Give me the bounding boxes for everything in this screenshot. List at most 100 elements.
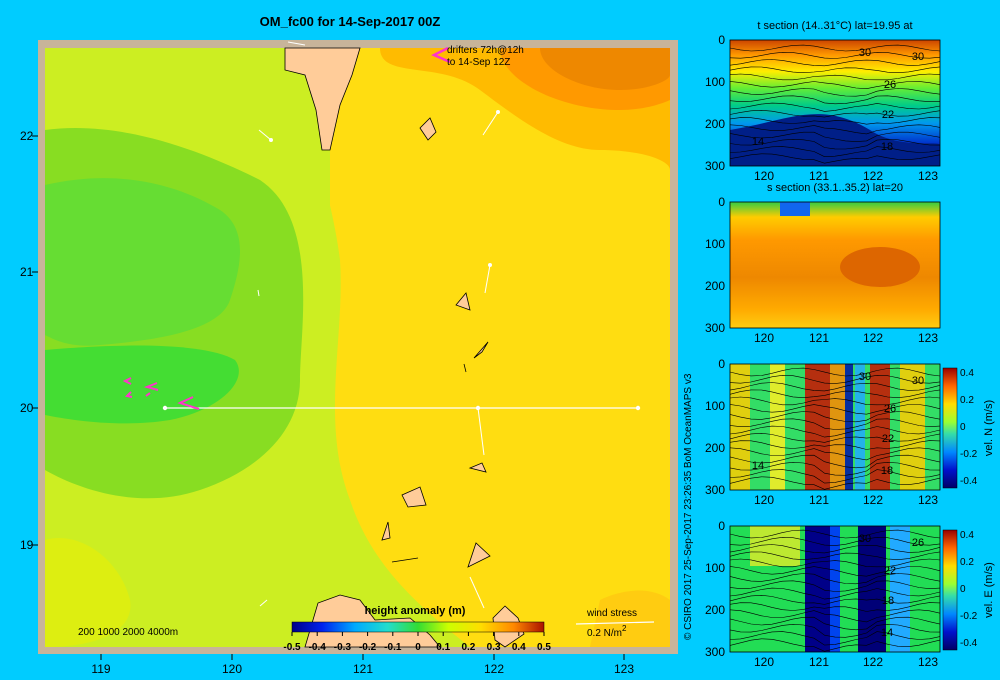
colorbar-ticks: -0.5 -0.4 -0.3 -0.2 -0.1 0 0.1 0.2 0.3 0.4 0.5 <box>283 632 551 653</box>
panel-lon-tick: 122 <box>863 169 883 183</box>
velocity-colorbar-tick: 0.2 <box>960 557 974 568</box>
map-x-tick-label: 122 <box>484 662 504 676</box>
panel-depth-tick: 100 <box>705 75 725 89</box>
main-title: OM_fc00 for 14-Sep-2017 00Z <box>260 14 441 29</box>
velocity-colorbar-tick: 0.4 <box>960 368 974 379</box>
map-y-tick-label: 21 <box>20 265 34 279</box>
contour-line <box>729 580 941 592</box>
fresh-surface-patch <box>780 202 810 216</box>
contour-line <box>729 389 941 399</box>
velocity-band <box>730 364 750 490</box>
wind-stress-arrows <box>257 41 500 609</box>
velocity-colorbar-tick: 0 <box>960 584 966 595</box>
contour-line <box>729 566 941 577</box>
panel-lon-tick: 121 <box>809 655 829 669</box>
contour-line <box>729 609 941 623</box>
wind-scale-label: 0.2 N/m2 <box>587 624 627 639</box>
panel-lon-tick: 120 <box>754 169 774 183</box>
contour-line <box>729 138 941 150</box>
colorbar-tick-label: 0.5 <box>537 642 551 653</box>
contour-line <box>729 109 941 118</box>
map-y-tick-label: 22 <box>20 129 34 143</box>
contour-line <box>729 124 941 135</box>
panel-depth-tick: 200 <box>705 603 725 617</box>
section-panel: s section (33.1..35.2) lat=20 0 100 200 300 1… <box>705 182 941 345</box>
contour-line <box>729 469 941 484</box>
panel-lon-tick: 121 <box>809 493 829 507</box>
velocity-band <box>830 526 840 652</box>
depth-legend: 200 1000 2000 4000m <box>78 627 178 638</box>
panel-depth-tick: 300 <box>705 645 725 659</box>
contour-label: 30 <box>859 533 871 545</box>
colorbar-tick-label: -0.1 <box>384 642 402 653</box>
contour-label: 22 <box>884 565 896 577</box>
velocity-colorbar-tick: -0.2 <box>960 449 978 460</box>
velocity-band <box>890 526 910 652</box>
contour-line <box>729 382 941 392</box>
contour-line <box>729 367 941 377</box>
panel-lon-tick: 120 <box>754 655 774 669</box>
panel-depth-tick: 200 <box>705 279 725 293</box>
panel-lon-tick: 120 <box>754 493 774 507</box>
contour-line <box>729 146 941 158</box>
contour-line <box>729 587 941 600</box>
map-y-ticks: 22 21 20 19 <box>20 129 38 552</box>
deep-cold-water <box>730 114 940 166</box>
drifters-label: drifters 72h@12h <box>447 45 524 56</box>
contour-label: 26 <box>884 403 896 415</box>
contour-label: 18 <box>882 595 894 607</box>
contour-line <box>729 425 941 438</box>
drifters-time: to 14-Sep 12Z <box>447 57 510 68</box>
colorbar-tick-label: 0 <box>415 642 421 653</box>
panel-lon-tick: 121 <box>809 169 829 183</box>
drifter-tracks <box>122 46 451 410</box>
contour-label: 30 <box>912 375 924 387</box>
contour-line <box>729 447 941 461</box>
panel-depth-tick: 0 <box>718 195 725 209</box>
contour-label: 14 <box>752 136 764 148</box>
contour-line <box>729 594 941 605</box>
contour-line <box>729 117 941 125</box>
credit-text: © CSIRO 2017 25-Sep-2017 23:26:35 BoM Oc… <box>683 373 694 640</box>
colorbar-tick-label: -0.4 <box>309 642 327 653</box>
panel-title: s section (33.1..35.2) lat=20 <box>767 182 903 194</box>
contour-line <box>729 573 941 585</box>
panel-depth-tick: 300 <box>705 159 725 173</box>
panel-depth-tick: 0 <box>718 33 725 47</box>
salinity-max <box>840 247 920 287</box>
contour-line <box>729 95 941 105</box>
velocity-band <box>830 364 845 490</box>
panel-lon-tick: 121 <box>809 331 829 345</box>
velocity-colorbar-tick: 0 <box>960 422 966 433</box>
contour-label: 30 <box>912 51 924 63</box>
panel-lon-tick: 122 <box>863 331 883 345</box>
contour-line <box>729 131 941 142</box>
colorbar-tick-label: -0.5 <box>283 642 301 653</box>
map-y-tick-label: 19 <box>20 538 34 552</box>
colorbar-tick-label: 0.4 <box>512 642 526 653</box>
colorbar-tick-label: -0.3 <box>334 642 352 653</box>
contour-line <box>729 638 941 652</box>
contour-label: 18 <box>881 141 893 153</box>
contour-line <box>729 440 941 450</box>
contour-line <box>729 102 941 112</box>
contour-label: 14 <box>752 460 764 472</box>
colorbar <box>291 621 545 633</box>
contour-line <box>729 374 941 384</box>
panel-title: t section (14..31°C) lat=19.95 at <box>757 20 912 32</box>
contour-line <box>729 631 941 646</box>
contour-line <box>729 616 941 631</box>
panel-depth-tick: 200 <box>705 117 725 131</box>
contour-line <box>729 73 941 81</box>
contour-line <box>729 59 941 67</box>
map-x-tick-label: 123 <box>614 662 634 676</box>
contour-label: 26 <box>884 79 896 91</box>
map-x-tick-label: 120 <box>222 662 242 676</box>
colorbar-tick-label: 0.1 <box>436 642 450 653</box>
contour-line <box>729 536 941 546</box>
section-panels: t section (14..31°C) lat=19.95 at 30 30 26 2… <box>705 20 995 669</box>
panel-depth-tick: 0 <box>718 519 725 533</box>
section-panel: t section (14..31°C) lat=19.95 at 30 30 26 2… <box>705 20 941 183</box>
panel-depth-tick: 100 <box>705 561 725 575</box>
panel-lon-tick: 123 <box>918 331 938 345</box>
